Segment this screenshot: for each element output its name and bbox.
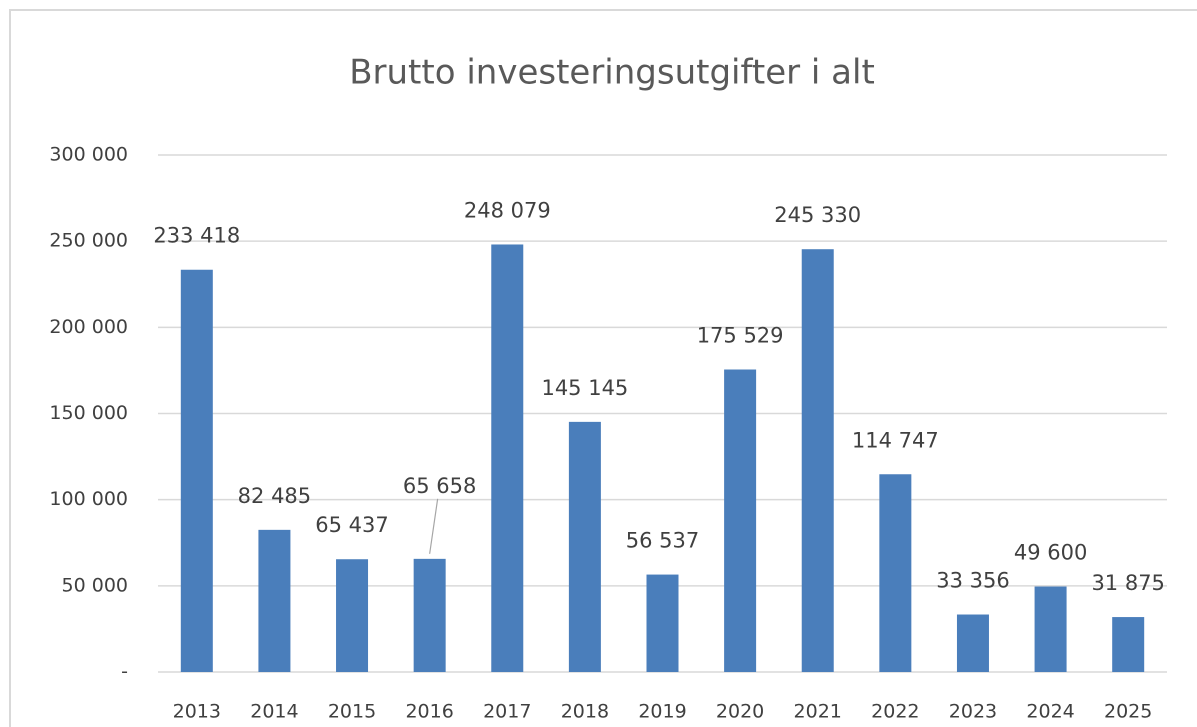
bar [1112, 617, 1145, 672]
x-tick-label: 2023 [949, 701, 997, 723]
data-label: 49 600 [1014, 541, 1087, 565]
x-tick-label: 2024 [1026, 701, 1074, 723]
bar [413, 558, 446, 672]
y-tick-label: 250 000 [49, 230, 128, 252]
bar [568, 421, 601, 672]
x-tick-label: 2018 [561, 701, 609, 723]
x-tick-label: 2013 [173, 701, 221, 723]
data-label: 114 747 [852, 428, 939, 452]
bar [879, 474, 912, 672]
x-tick-label: 2017 [483, 701, 531, 723]
x-tick-label: 2021 [794, 701, 842, 723]
bar [491, 244, 524, 673]
bar [336, 559, 369, 672]
y-tick-label: 300 000 [49, 144, 128, 166]
leader-line [429, 498, 439, 554]
bar [801, 249, 834, 672]
data-label: 65 658 [403, 474, 476, 498]
y-tick-label: 100 000 [49, 488, 128, 510]
data-label: 233 418 [153, 224, 240, 248]
bar [258, 529, 291, 672]
x-tick-label: 2022 [871, 701, 919, 723]
y-tick-label: - [121, 661, 128, 683]
data-label: 248 079 [464, 198, 551, 222]
data-label: 33 356 [936, 569, 1009, 593]
bar [180, 269, 213, 672]
y-tick-label: 200 000 [49, 316, 128, 338]
x-tick-label: 2020 [716, 701, 764, 723]
data-label: 145 145 [541, 376, 628, 400]
data-label: 31 875 [1091, 571, 1164, 595]
y-tick-label: 150 000 [49, 402, 128, 424]
data-label: 65 437 [315, 513, 388, 537]
bar [956, 614, 989, 672]
x-tick-label: 2016 [405, 701, 453, 723]
x-tick-label: 2014 [250, 701, 298, 723]
y-tick-label: 50 000 [62, 574, 128, 596]
x-tick-label: 2019 [638, 701, 686, 723]
data-label: 245 330 [774, 203, 861, 227]
bar [646, 574, 679, 672]
bar [1034, 586, 1067, 672]
bar [724, 369, 757, 672]
data-label: 82 485 [238, 484, 311, 508]
x-tick-label: 2015 [328, 701, 376, 723]
chart-title: Brutto investeringsutgifter i alt [349, 53, 875, 93]
data-label: 56 537 [626, 529, 699, 553]
x-tick-label: 2025 [1104, 701, 1152, 723]
data-label: 175 529 [697, 324, 784, 348]
